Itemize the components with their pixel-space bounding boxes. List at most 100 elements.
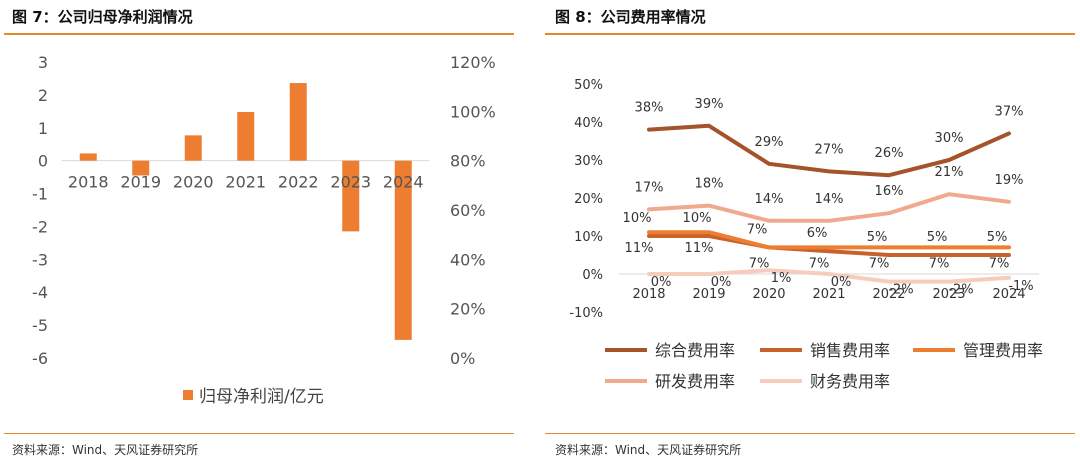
line-category-label: 2019 — [692, 287, 725, 302]
right-axis-tick-label: 100% — [450, 102, 496, 121]
legend-label-销售费用率: 销售费用率 — [810, 341, 890, 360]
line-y-axis-tick-label: 20% — [574, 192, 603, 207]
data-label: 14% — [815, 192, 844, 207]
series-line-销售费用率 — [647, 234, 1011, 257]
net-profit-bar — [79, 153, 97, 161]
line-category-label: 2018 — [632, 287, 665, 302]
legend-label-net-profit: 归母净利润/亿元 — [199, 387, 324, 407]
net-profit-bar — [342, 160, 360, 232]
data-label: 18% — [695, 177, 724, 192]
data-label: 7% — [749, 256, 770, 271]
data-label: 14% — [755, 192, 784, 207]
data-label: 21% — [935, 165, 964, 180]
data-label: 0% — [651, 275, 672, 290]
line-category-label: 2022 — [872, 287, 905, 302]
expense-ratio-line-chart: 50% 40% 30% 20% 10% 0% -10% 38% 39% 29% 27% 26% 30% 3… — [569, 78, 1043, 391]
left-axis-tick-label: -3 — [32, 250, 48, 269]
right-axis-tick-label: 120% — [450, 53, 496, 72]
legend-label-管理费用率: 管理费用率 — [963, 341, 1043, 360]
left-axis-tick-label: 2 — [38, 86, 48, 105]
bar-category-label: 2022 — [278, 173, 319, 192]
data-label: 1% — [771, 271, 792, 286]
figure-8-source: 资料来源：Wind、天风证券研究所 — [555, 443, 742, 457]
figure-8-bottom-rule — [545, 433, 1075, 434]
data-label: 7% — [989, 256, 1010, 271]
bar-category-label: 2024 — [383, 173, 424, 192]
left-axis-tick-label: 1 — [38, 119, 48, 138]
figure-8-top-rule — [545, 33, 1075, 35]
left-axis-tick-label: -2 — [32, 217, 48, 236]
line-category-label: 2021 — [812, 287, 845, 302]
figure-8-title: 图 8：公司费用率情况 — [555, 8, 706, 26]
data-label: 0% — [711, 275, 732, 290]
line-y-axis-tick-label: 50% — [574, 78, 603, 93]
data-label: 0% — [831, 275, 852, 290]
data-label: 27% — [815, 142, 844, 157]
series-line-管理费用率 — [647, 230, 1011, 250]
left-axis-tick-label: -1 — [32, 185, 48, 204]
left-axis-tick-label: -6 — [32, 349, 48, 368]
data-label: 7% — [869, 256, 890, 271]
right-axis-tick-label: 0% — [450, 349, 475, 368]
data-label: -2% — [948, 283, 973, 298]
data-label: 39% — [695, 97, 724, 112]
line-y-axis-tick-label: -10% — [569, 306, 603, 321]
data-label: 37% — [995, 104, 1024, 119]
bar-category-label: 2023 — [330, 173, 371, 192]
figure-7-panel: 图 7：公司归母净利润情况 3 2 1 0 -1 -2 -3 -4 -5 -6 120% 100% 80… — [0, 0, 530, 465]
figure-7-bottom-rule — [4, 433, 514, 434]
data-label: 17% — [635, 180, 664, 195]
bar-category-label: 2018 — [68, 173, 109, 192]
data-label: 11% — [625, 241, 654, 256]
right-axis-tick-label: 60% — [450, 201, 486, 220]
left-axis-tick-label: 0 — [38, 152, 48, 171]
data-label: 5% — [927, 230, 948, 245]
bar-category-label: 2019 — [120, 173, 161, 192]
series-line-综合费用率 — [647, 123, 1011, 178]
data-label: 6% — [807, 226, 828, 241]
line-y-axis-tick-label: 10% — [574, 230, 603, 245]
net-profit-bar — [394, 160, 412, 340]
series-line-财务费用率 — [647, 268, 1011, 284]
data-label: 10% — [623, 211, 652, 226]
net-profit-bar — [132, 160, 150, 176]
line-y-axis-tick-label: 40% — [574, 116, 603, 131]
figure-7-source: 资料来源：Wind、天风证券研究所 — [12, 443, 199, 457]
data-label: 5% — [867, 230, 888, 245]
data-label: 5% — [987, 230, 1008, 245]
left-axis-tick-label: 3 — [38, 53, 48, 72]
right-axis-tick-label: 40% — [450, 250, 486, 269]
line-category-label: 2024 — [992, 287, 1025, 302]
data-label: 29% — [755, 135, 784, 150]
legend-label-财务费用率: 财务费用率 — [810, 372, 890, 391]
net-profit-bar — [237, 111, 255, 161]
line-y-axis-tick-label: 0% — [582, 268, 603, 283]
line-y-axis-tick-label: 30% — [574, 154, 603, 169]
data-label: -2% — [888, 283, 913, 298]
figure-7-top-rule — [4, 33, 514, 35]
bar-category-label: 2020 — [173, 173, 214, 192]
net-profit-bar — [289, 83, 307, 161]
net-profit-bar — [184, 135, 202, 161]
data-label: 7% — [809, 256, 830, 271]
left-axis-tick-label: -5 — [32, 316, 48, 335]
data-label: 7% — [747, 222, 768, 237]
figure-8-panel: 图 8：公司费用率情况 50% 40% 30% 20% 10% 0% -10% 38% 39% 2… — [545, 0, 1080, 465]
data-label: 30% — [935, 131, 964, 146]
data-label: 26% — [875, 146, 904, 161]
legend-label-研发费用率: 研发费用率 — [655, 372, 735, 391]
legend-swatch-net-profit — [183, 390, 193, 400]
data-label: 16% — [875, 184, 904, 199]
data-label: 10% — [683, 211, 712, 226]
right-axis-tick-label: 20% — [450, 300, 486, 319]
line-category-label: 2023 — [932, 287, 965, 302]
data-label: -1% — [1008, 279, 1033, 294]
right-axis-tick-label: 80% — [450, 152, 486, 171]
bar-category-label: 2021 — [225, 173, 266, 192]
series-line-研发费用率 — [647, 192, 1011, 223]
data-label: 11% — [685, 241, 714, 256]
figure-7-title: 图 7：公司归母净利润情况 — [12, 8, 193, 26]
data-label: 19% — [995, 173, 1024, 188]
data-label: 38% — [635, 101, 664, 116]
net-profit-bar-chart: 3 2 1 0 -1 -2 -3 -4 -5 -6 120% 100% 80% 60% 40% 20% 0% 20… — [32, 53, 496, 407]
